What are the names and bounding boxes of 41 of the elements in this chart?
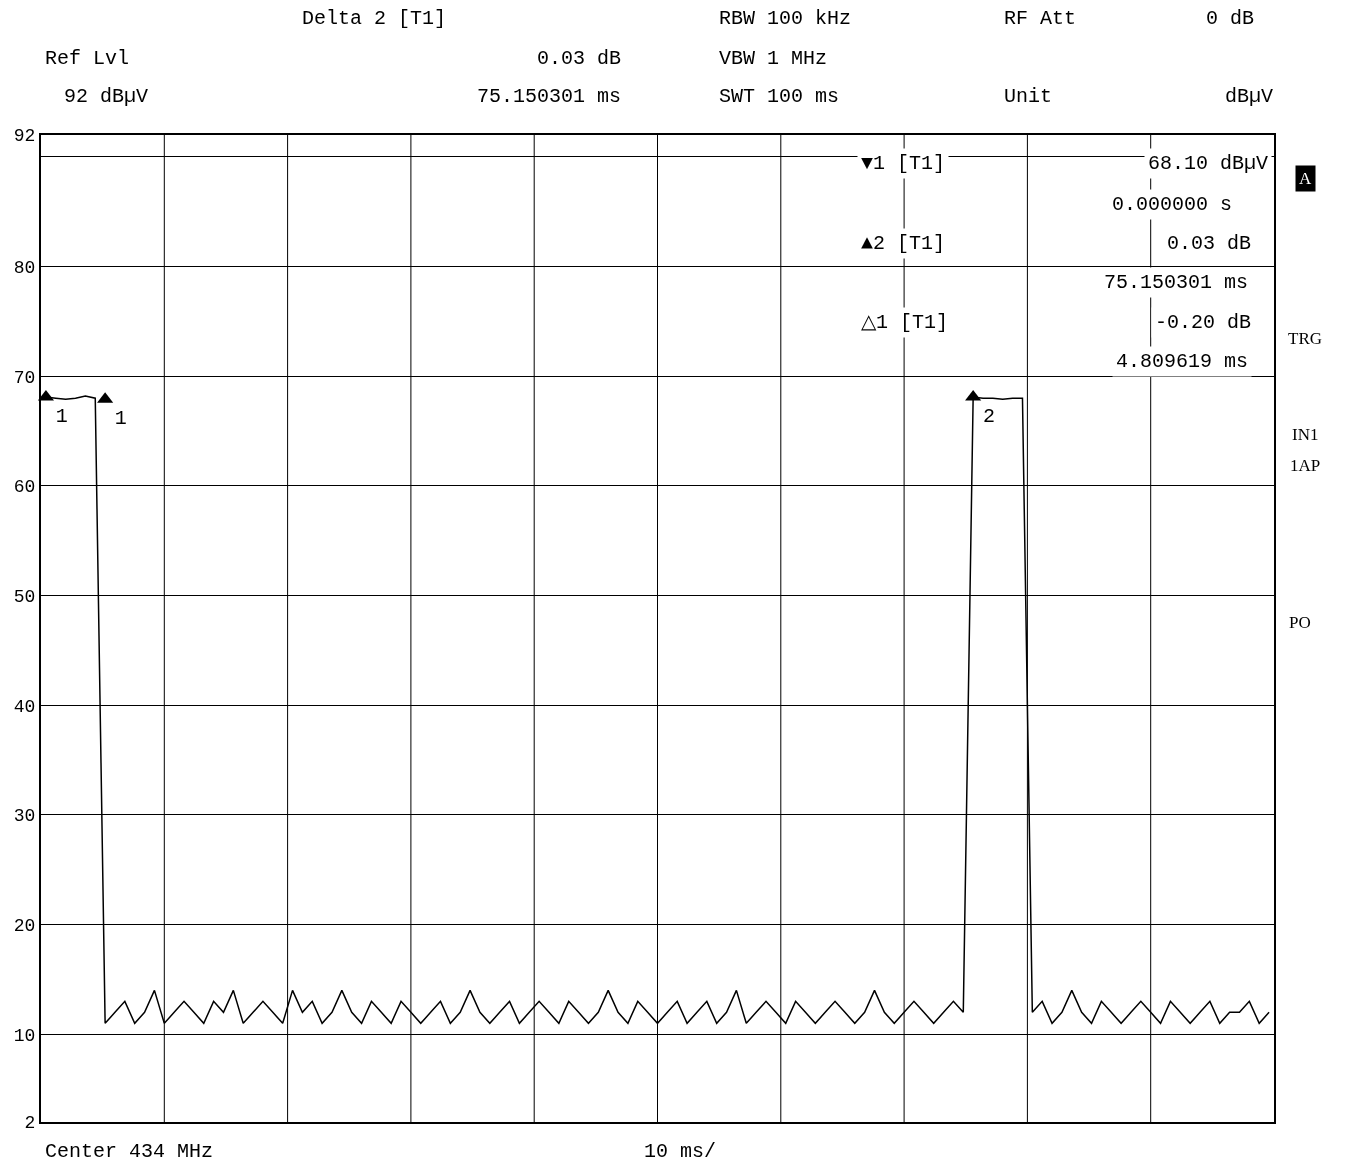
text: 0 dB [1206,7,1255,30]
text: 92 dBµV [64,85,149,108]
y-tick-label: 30 [13,806,36,827]
series-label: 1 [55,404,68,428]
y-tick-label: 2 [24,1113,36,1134]
annotation: 0.03 dB [1167,232,1252,255]
text: Center 434 MHz [45,1140,214,1163]
y-tick-label: 50 [13,586,36,607]
y-tick-label: 60 [13,477,36,498]
text: SWT 100 ms [719,85,840,108]
annotation: 4.809619 ms [1116,350,1249,373]
annotation: -0.20 dB [1155,311,1252,334]
series-label: 1 [114,407,127,431]
text: 1AP [1290,456,1321,475]
text: IN1 [1292,425,1319,444]
text: Delta 2 [T1] [302,7,447,30]
text: Ref Lvl [45,47,130,70]
annotation: 68.10 dBµV [1148,152,1269,175]
series-label: 2 [982,404,995,428]
y-tick-label: 10 [13,1025,36,1046]
y-tick-label: 70 [13,367,36,388]
text: RBW 100 kHz [719,7,852,30]
y-tick-label: 92 [13,126,36,147]
text: 10 ms/ [644,1140,717,1163]
annotation: 0.000000 s [1112,193,1233,216]
y-tick-label: 20 [13,915,36,936]
y-tick-label: 80 [13,257,36,278]
text: A [1299,169,1312,188]
text: 0.03 dB [537,47,622,70]
text: TRG [1288,329,1322,348]
annotation: △1 [T1] [861,311,949,334]
text: VBW 1 MHz [719,47,828,70]
text: Unit [1004,85,1053,108]
annotation: ▼1 [T1] [861,152,946,175]
text: PO [1289,613,1311,632]
annotation: ▲2 [T1] [861,232,946,255]
annotation: 75.150301 ms [1104,271,1249,294]
text: RF Att [1004,7,1077,30]
text: 75.150301 ms [477,85,622,108]
y-tick-label: 40 [13,696,36,717]
text: dBµV [1225,85,1274,108]
